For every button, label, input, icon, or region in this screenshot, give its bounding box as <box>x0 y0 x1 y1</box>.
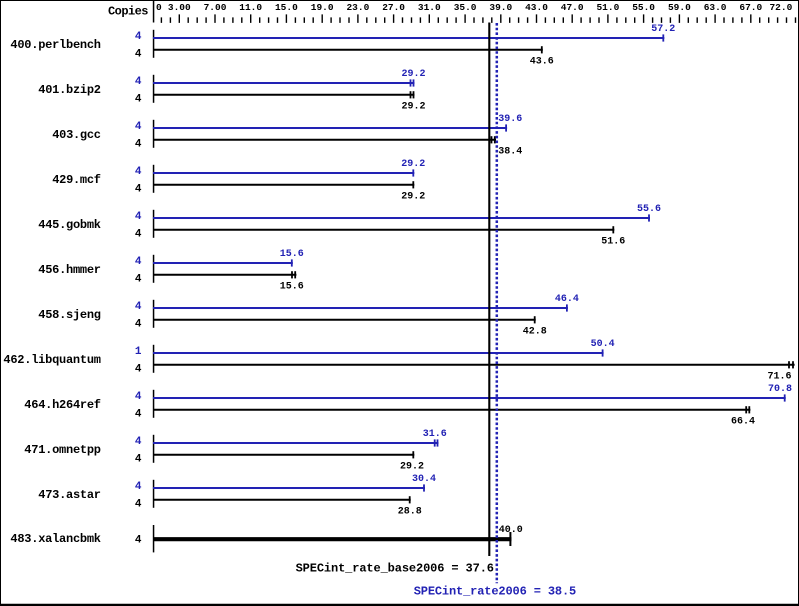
svg-text:71.6: 71.6 <box>767 372 791 383</box>
svg-text:42.8: 42.8 <box>523 327 547 338</box>
svg-text:483.xalancbmk: 483.xalancbmk <box>10 532 101 546</box>
svg-text:471.omnetpp: 471.omnetpp <box>24 443 101 457</box>
svg-text:4: 4 <box>135 49 142 61</box>
svg-text:473.astar: 473.astar <box>38 488 101 502</box>
svg-text:55.0: 55.0 <box>632 2 655 13</box>
svg-text:67.0: 67.0 <box>739 2 762 13</box>
svg-text:15.0: 15.0 <box>275 2 298 13</box>
svg-text:SPECint_rate_base2006 = 37.6: SPECint_rate_base2006 = 37.6 <box>296 562 494 576</box>
svg-text:39.0: 39.0 <box>489 2 512 13</box>
svg-text:72.0: 72.0 <box>769 2 792 13</box>
svg-text:4: 4 <box>135 274 142 286</box>
svg-text:4: 4 <box>135 76 142 88</box>
svg-text:464.h264ref: 464.h264ref <box>24 398 101 412</box>
svg-text:SPECint_rate2006 = 38.5: SPECint_rate2006 = 38.5 <box>414 585 577 599</box>
svg-text:63.0: 63.0 <box>704 2 727 13</box>
svg-text:400.perlbench: 400.perlbench <box>10 38 101 52</box>
svg-text:401.bzip2: 401.bzip2 <box>38 83 101 97</box>
svg-text:7.00: 7.00 <box>204 2 227 13</box>
svg-text:40.0: 40.0 <box>499 525 523 536</box>
svg-text:29.2: 29.2 <box>401 192 425 203</box>
svg-text:4: 4 <box>135 409 142 421</box>
svg-text:4: 4 <box>135 94 142 106</box>
svg-text:4: 4 <box>135 535 142 547</box>
svg-text:31.0: 31.0 <box>418 2 441 13</box>
svg-text:43.6: 43.6 <box>530 57 554 68</box>
svg-text:57.2: 57.2 <box>651 24 675 35</box>
svg-text:43.0: 43.0 <box>525 2 548 13</box>
svg-text:Copies: Copies <box>108 5 149 19</box>
svg-text:30.4: 30.4 <box>412 474 436 485</box>
svg-text:4: 4 <box>135 139 142 151</box>
svg-text:55.6: 55.6 <box>637 204 661 215</box>
svg-text:51.6: 51.6 <box>601 237 625 248</box>
svg-text:4: 4 <box>135 229 142 241</box>
svg-text:3.00: 3.00 <box>168 2 191 13</box>
svg-text:4: 4 <box>135 121 142 133</box>
svg-text:66.4: 66.4 <box>731 417 755 428</box>
svg-text:4: 4 <box>135 391 142 403</box>
svg-text:4: 4 <box>135 481 142 493</box>
svg-text:28.8: 28.8 <box>398 507 422 518</box>
svg-text:38.4: 38.4 <box>498 147 522 158</box>
svg-text:4: 4 <box>135 31 142 43</box>
svg-text:29.2: 29.2 <box>401 102 425 113</box>
svg-text:31.6: 31.6 <box>423 429 447 440</box>
svg-text:51.0: 51.0 <box>596 2 619 13</box>
svg-text:46.4: 46.4 <box>555 294 579 305</box>
svg-text:15.6: 15.6 <box>280 249 304 260</box>
svg-text:29.2: 29.2 <box>401 69 425 80</box>
svg-text:11.0: 11.0 <box>239 2 262 13</box>
svg-text:15.6: 15.6 <box>280 282 304 293</box>
svg-text:59.0: 59.0 <box>668 2 691 13</box>
svg-text:4: 4 <box>135 256 142 268</box>
svg-text:23.0: 23.0 <box>346 2 369 13</box>
svg-text:445.gobmk: 445.gobmk <box>38 218 101 232</box>
svg-text:70.8: 70.8 <box>768 384 792 395</box>
svg-text:0: 0 <box>156 2 162 13</box>
svg-text:4: 4 <box>135 454 142 466</box>
svg-text:4: 4 <box>135 499 142 511</box>
svg-text:19.0: 19.0 <box>311 2 334 13</box>
svg-text:4: 4 <box>135 319 142 331</box>
svg-text:27.0: 27.0 <box>382 2 405 13</box>
svg-text:429.mcf: 429.mcf <box>52 173 101 187</box>
svg-text:50.4: 50.4 <box>591 339 615 350</box>
svg-text:4: 4 <box>135 166 142 178</box>
svg-text:4: 4 <box>135 211 142 223</box>
svg-text:35.0: 35.0 <box>454 2 477 13</box>
svg-text:4: 4 <box>135 364 142 376</box>
svg-text:29.2: 29.2 <box>401 159 425 170</box>
svg-text:1: 1 <box>135 346 142 358</box>
svg-text:403.gcc: 403.gcc <box>52 128 101 142</box>
svg-text:458.sjeng: 458.sjeng <box>38 308 101 322</box>
svg-text:39.6: 39.6 <box>498 114 522 125</box>
svg-text:456.hmmer: 456.hmmer <box>38 263 101 277</box>
svg-text:4: 4 <box>135 184 142 196</box>
svg-text:4: 4 <box>135 301 142 313</box>
svg-text:462.libquantum: 462.libquantum <box>3 353 101 367</box>
svg-text:29.2: 29.2 <box>400 462 424 473</box>
svg-text:4: 4 <box>135 436 142 448</box>
svg-text:47.0: 47.0 <box>561 2 584 13</box>
